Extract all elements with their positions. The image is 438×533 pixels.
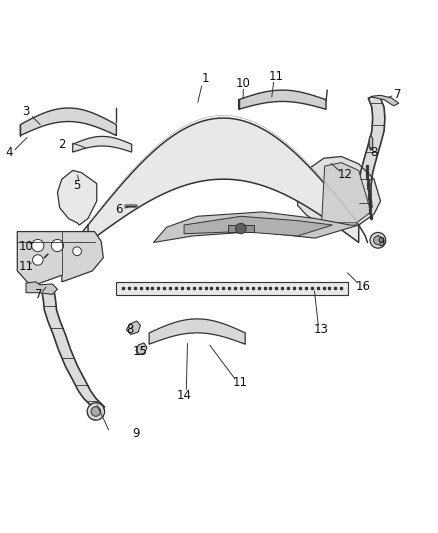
Text: 15: 15 — [133, 345, 148, 358]
Polygon shape — [239, 90, 326, 109]
Polygon shape — [321, 163, 371, 223]
Polygon shape — [359, 99, 385, 207]
Text: 16: 16 — [356, 280, 371, 293]
Polygon shape — [73, 136, 132, 152]
Polygon shape — [297, 157, 381, 225]
Text: 12: 12 — [338, 168, 353, 181]
Text: 10: 10 — [18, 240, 33, 253]
Text: 10: 10 — [236, 77, 251, 90]
Text: 9: 9 — [132, 427, 140, 440]
Text: 4: 4 — [6, 147, 13, 159]
Polygon shape — [184, 216, 332, 236]
Circle shape — [91, 407, 101, 416]
Circle shape — [32, 239, 44, 252]
Text: 6: 6 — [115, 203, 122, 216]
Text: 3: 3 — [22, 105, 30, 118]
Text: 9: 9 — [377, 236, 384, 249]
Text: 11: 11 — [268, 70, 283, 83]
Text: 11: 11 — [233, 376, 247, 389]
Text: 7: 7 — [35, 288, 43, 301]
Circle shape — [374, 236, 382, 245]
Polygon shape — [369, 135, 373, 150]
Polygon shape — [88, 118, 359, 243]
Circle shape — [236, 223, 246, 234]
Circle shape — [87, 403, 105, 420]
Polygon shape — [26, 282, 57, 294]
Polygon shape — [149, 319, 245, 344]
Polygon shape — [127, 321, 141, 335]
Polygon shape — [117, 282, 348, 295]
Polygon shape — [228, 225, 254, 232]
Polygon shape — [40, 285, 105, 407]
Text: 5: 5 — [74, 179, 81, 192]
Polygon shape — [153, 212, 359, 243]
Text: 14: 14 — [177, 389, 191, 402]
Polygon shape — [368, 95, 399, 106]
Text: 13: 13 — [314, 324, 329, 336]
Text: 8: 8 — [126, 324, 133, 336]
Text: 8: 8 — [370, 147, 378, 159]
Polygon shape — [57, 171, 97, 225]
Circle shape — [51, 239, 64, 252]
Text: 11: 11 — [18, 260, 34, 273]
Text: 1: 1 — [202, 72, 210, 85]
Circle shape — [370, 232, 386, 248]
Polygon shape — [136, 343, 147, 354]
Polygon shape — [20, 108, 117, 135]
Circle shape — [73, 247, 81, 256]
Text: 7: 7 — [394, 87, 402, 101]
Text: 2: 2 — [58, 138, 66, 151]
Polygon shape — [17, 231, 103, 284]
Circle shape — [32, 255, 43, 265]
